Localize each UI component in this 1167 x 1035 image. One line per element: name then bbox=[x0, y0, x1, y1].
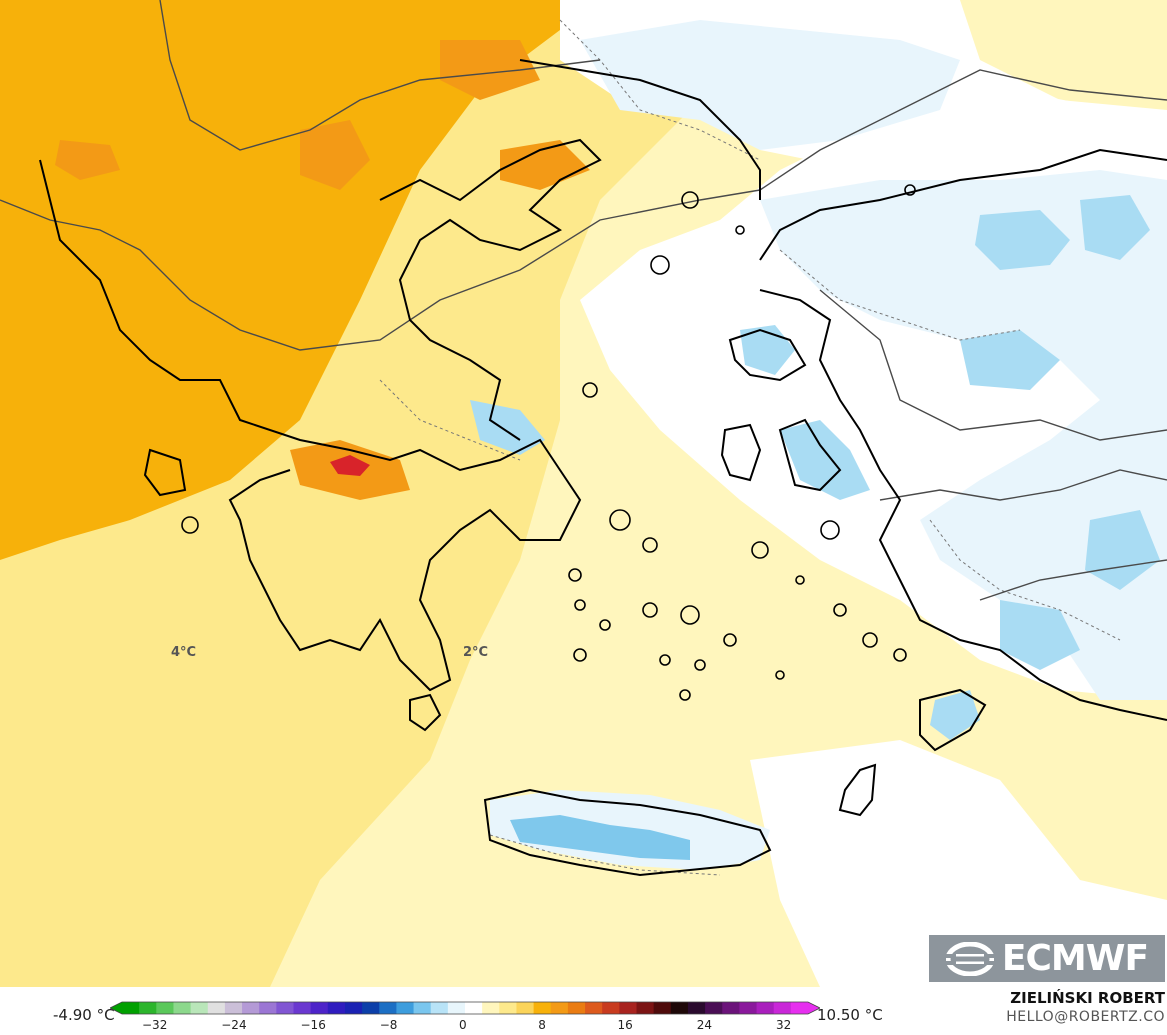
colorbar-segment bbox=[722, 1002, 740, 1014]
temperature-anomaly-map: 4°C 2°C bbox=[0, 0, 1167, 987]
colorbar-tick-label: −8 bbox=[379, 1018, 398, 1032]
colorbar bbox=[110, 1001, 820, 1015]
warm-patch-north-3 bbox=[500, 140, 590, 190]
logo-text: ECMWF bbox=[1001, 938, 1149, 979]
colorbar-segment bbox=[327, 1002, 346, 1014]
colorbar-tick-label: −32 bbox=[142, 1018, 168, 1032]
colorbar-segment bbox=[293, 1002, 312, 1014]
colorbar-segment bbox=[447, 1002, 466, 1014]
cold-patch-chios bbox=[780, 420, 870, 500]
country-borders bbox=[0, 0, 1167, 601]
author-email: HELLO@ROBERTZ.CO bbox=[1006, 1009, 1165, 1025]
colorbar-segment bbox=[602, 1002, 620, 1014]
colorbar-tick-label: 8 bbox=[538, 1018, 546, 1032]
colorbar-segment bbox=[790, 1002, 809, 1014]
legend-min-value: -4.90 °C bbox=[53, 1006, 115, 1024]
colorbar-segment bbox=[516, 1002, 535, 1014]
colorbar-segment bbox=[310, 1002, 329, 1014]
colorbar-segment bbox=[482, 1002, 500, 1014]
colorbar-tick-label: 0 bbox=[459, 1018, 467, 1032]
coastlines bbox=[39, 59, 1167, 877]
cold-patch-anatolia-3 bbox=[960, 330, 1060, 390]
colorbar-segment bbox=[173, 1002, 192, 1014]
colorbar-segment bbox=[344, 1002, 363, 1014]
cold-patch-crete bbox=[510, 815, 690, 860]
cold-patch-anatolia-1 bbox=[975, 210, 1070, 270]
colorbar-segment bbox=[379, 1002, 397, 1014]
colorbar-segment bbox=[585, 1002, 603, 1014]
colorbar-segment bbox=[190, 1002, 209, 1014]
cold-patch-anatolia-2 bbox=[1080, 195, 1150, 260]
colorbar-segment bbox=[739, 1002, 758, 1014]
ecmwf-logo-icon bbox=[945, 941, 994, 976]
colorbar-legend: -4.90 °C −32 −24 −16 −8 0 8 16 24 32 10.50 °C bbox=[0, 987, 1167, 1035]
author-name: ZIELIŃSKI ROBERT bbox=[1010, 989, 1165, 1007]
colorbar-segment bbox=[533, 1002, 552, 1014]
dashed-contours bbox=[379, 19, 1121, 876]
colorbar-segment bbox=[122, 1002, 140, 1014]
map-label-2c: 2°C bbox=[463, 645, 489, 660]
colorbar-segment bbox=[242, 1002, 260, 1014]
colorbar-segment bbox=[773, 1002, 792, 1014]
colorbar-tick-label: 32 bbox=[776, 1018, 792, 1032]
colorbar-segment bbox=[567, 1002, 586, 1014]
colorbar-segment bbox=[276, 1002, 294, 1014]
colorbar-segment bbox=[687, 1002, 706, 1014]
map-label-4c: 4°C bbox=[171, 645, 197, 660]
colorbar-segment bbox=[705, 1002, 723, 1014]
colorbar-segment bbox=[156, 1002, 174, 1014]
colorbar-tick-label: −24 bbox=[221, 1018, 247, 1032]
colorbar-segment bbox=[362, 1002, 380, 1014]
colorbar-tick-label: 24 bbox=[696, 1018, 713, 1032]
colorbar-segment bbox=[670, 1002, 689, 1014]
cold-patch-rhodes bbox=[930, 690, 980, 740]
contour-zero-white-south bbox=[750, 740, 1167, 987]
colorbar-segment bbox=[224, 1002, 243, 1014]
warm-patch-north-2 bbox=[440, 40, 540, 100]
colorbar-segment bbox=[636, 1002, 655, 1014]
colorbar-tick-label: 16 bbox=[617, 1018, 633, 1032]
colorbar-segment bbox=[396, 1002, 415, 1014]
islands bbox=[181, 184, 916, 701]
colorbar-arrow-low bbox=[110, 1002, 122, 1014]
colorbar-segment bbox=[207, 1002, 226, 1014]
hot-patch-corinth bbox=[330, 455, 370, 476]
colorbar-tick-label: −16 bbox=[300, 1018, 326, 1032]
colorbar-outline bbox=[110, 1001, 820, 1015]
warm-patch-north-1 bbox=[300, 120, 370, 190]
colorbar-segment bbox=[259, 1002, 277, 1014]
cold-patch-sw-anatolia bbox=[1000, 600, 1080, 670]
colorbar-segment bbox=[465, 1002, 483, 1014]
colorbar-segment bbox=[550, 1002, 569, 1014]
colorbar-segment bbox=[413, 1002, 432, 1014]
legend-max-value: 10.50 °C bbox=[817, 1006, 883, 1024]
colorbar-segment bbox=[619, 1002, 637, 1014]
colorbar-segment bbox=[499, 1002, 517, 1014]
contour-pale-blue-north bbox=[580, 20, 960, 150]
colorbar-segment bbox=[139, 1002, 157, 1014]
ecmwf-logo: ECMWF bbox=[929, 935, 1165, 982]
colorbar-segment bbox=[430, 1002, 449, 1014]
cold-patch-euboea bbox=[470, 400, 545, 455]
contour-pale-blue-anatolia bbox=[760, 170, 1167, 700]
colorbar-segment bbox=[756, 1002, 775, 1014]
colorbar-arrow-high bbox=[808, 1002, 820, 1014]
warm-patch-west bbox=[55, 140, 120, 180]
author-credit: ZIELIŃSKI ROBERT HELLO@ROBERTZ.CO bbox=[1006, 989, 1165, 1026]
colorbar-segment bbox=[653, 1002, 672, 1014]
